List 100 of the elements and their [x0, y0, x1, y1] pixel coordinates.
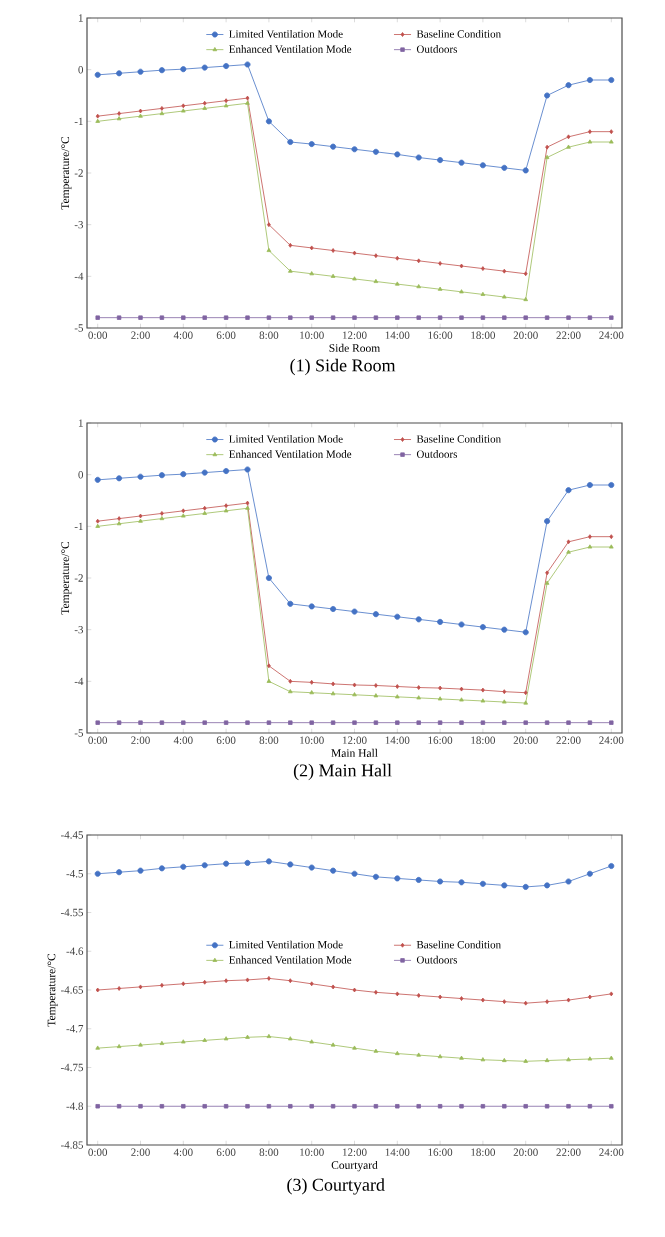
point	[502, 1057, 507, 1063]
point	[266, 678, 272, 683]
point	[566, 315, 571, 320]
point	[202, 1037, 207, 1042]
point	[245, 500, 250, 506]
point	[223, 720, 229, 725]
point	[438, 261, 442, 266]
point	[522, 629, 529, 636]
point	[138, 518, 143, 523]
point	[330, 143, 337, 150]
text: (3) Courtyard	[287, 1178, 385, 1195]
point	[245, 315, 250, 320]
point	[609, 1055, 614, 1060]
point	[309, 271, 315, 276]
point	[287, 861, 294, 868]
point	[544, 580, 550, 585]
point	[245, 95, 250, 101]
point	[459, 720, 464, 725]
x-tick-label: 16:00	[428, 1148, 453, 1157]
point	[502, 294, 507, 299]
point	[352, 987, 357, 993]
point	[395, 255, 400, 261]
point	[395, 281, 400, 286]
point	[502, 268, 507, 274]
point	[608, 77, 615, 83]
point	[181, 513, 186, 518]
point	[181, 1104, 186, 1109]
y-tick-label: -5	[74, 324, 84, 332]
point	[117, 516, 121, 521]
point	[245, 977, 250, 983]
y-tick-label: -4.65	[60, 986, 84, 994]
point	[266, 1033, 272, 1039]
point	[244, 466, 251, 473]
point	[459, 1104, 464, 1109]
point	[95, 1045, 100, 1050]
point	[372, 148, 379, 155]
x-tick-label: 10:00	[300, 1148, 324, 1157]
point	[565, 82, 572, 89]
point	[95, 113, 100, 119]
x-tick-label: 18:00	[471, 1148, 496, 1157]
point	[609, 315, 614, 320]
point	[437, 315, 443, 320]
point	[94, 476, 101, 483]
y-tick-label: -4.8	[66, 1102, 84, 1110]
point	[244, 61, 251, 68]
y-tick-label: -4	[74, 677, 84, 685]
point	[479, 162, 486, 169]
y-tick-label: -4.5	[66, 870, 84, 878]
point	[245, 1104, 250, 1109]
point	[330, 720, 336, 725]
point	[138, 315, 143, 320]
point	[438, 685, 442, 691]
y-tick-label: -3	[74, 220, 84, 229]
point	[351, 608, 358, 615]
x-tick-label: 20:00	[513, 1148, 538, 1157]
point	[587, 1056, 593, 1061]
point	[566, 539, 571, 545]
point	[202, 100, 207, 106]
legend-label: Limited Ventilation Mode	[229, 29, 343, 38]
point	[522, 167, 529, 174]
point	[522, 883, 529, 890]
point	[244, 859, 251, 866]
point	[566, 720, 571, 725]
y-tick-label: -5	[74, 729, 84, 737]
point	[374, 989, 378, 995]
point	[416, 685, 421, 690]
point	[223, 1104, 229, 1109]
point	[566, 144, 571, 149]
point	[587, 720, 593, 725]
point	[202, 315, 207, 320]
point	[459, 1055, 464, 1060]
point	[395, 1050, 400, 1056]
x-tick-label: 0:00	[88, 331, 108, 340]
point	[481, 266, 485, 271]
point	[373, 720, 379, 725]
y-tick-label: 0	[78, 470, 84, 479]
point	[437, 696, 443, 701]
y-tick-label: -2	[74, 574, 83, 582]
point	[480, 291, 486, 296]
point	[523, 271, 528, 277]
point	[480, 698, 486, 703]
point	[181, 720, 186, 725]
point	[266, 720, 272, 725]
point	[501, 626, 508, 633]
point	[266, 1104, 272, 1109]
point	[202, 720, 207, 725]
point	[158, 67, 165, 74]
point	[116, 315, 122, 320]
point	[501, 164, 508, 171]
point	[309, 679, 314, 685]
y-tick-label: 1	[78, 14, 83, 22]
x-axis-title: Side Room	[329, 343, 381, 352]
point	[395, 720, 400, 725]
point	[459, 996, 464, 1001]
point	[309, 1104, 314, 1109]
point	[437, 1054, 443, 1059]
y-tick-label: -1	[74, 522, 83, 530]
y-tick-label: -4.6	[66, 947, 84, 955]
point	[587, 544, 593, 549]
point	[267, 663, 271, 669]
